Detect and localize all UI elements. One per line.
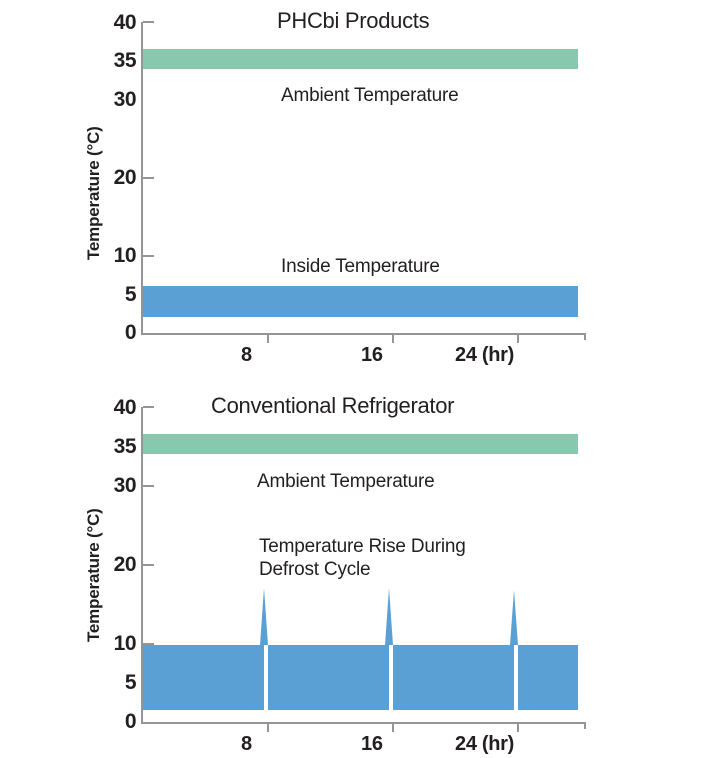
y-label-10-top: 10 <box>113 244 137 267</box>
x-tick-8-top <box>267 334 269 343</box>
y-tick-20-top <box>143 177 154 179</box>
y-label-40-top: 40 <box>113 11 137 34</box>
x-label-16-top: 16 <box>361 344 383 366</box>
defrost-gap-24hr <box>514 645 518 710</box>
chart-title-bottom: Conventional Refrigerator <box>211 393 455 418</box>
x-label-24hr-bottom: 24 (hr) <box>455 733 515 755</box>
y-tick-20-bottom <box>143 564 154 566</box>
x-label-24hr-top: 24 (hr) <box>455 344 515 366</box>
x-axis-line-bottom <box>141 722 586 724</box>
x-tick-8-bottom <box>267 723 269 732</box>
x-tick-end-bottom <box>584 723 586 729</box>
x-tick-16-top <box>392 334 394 343</box>
y-label-0-top: 0 <box>124 321 137 344</box>
annotation-ambient-top: Ambient Temperature <box>281 85 459 106</box>
y-label-20-top: 20 <box>113 166 137 189</box>
y-tick-10-bottom <box>143 643 154 645</box>
defrost-gap-8hr <box>264 645 268 710</box>
x-axis-line-top <box>141 333 586 335</box>
ambient-temperature-band-top <box>143 49 578 69</box>
inside-temperature-band-bottom <box>143 645 578 710</box>
y-label-35-bottom: 35 <box>113 435 137 458</box>
y-tick-10-top <box>143 255 154 257</box>
x-tick-24-bottom <box>517 723 519 732</box>
x-tick-16-bottom <box>392 723 394 732</box>
y-label-0-bottom: 0 <box>124 710 137 733</box>
y-label-5-top: 5 <box>124 283 137 306</box>
y-label-20-bottom: 20 <box>113 553 137 576</box>
defrost-gap-16hr <box>389 645 393 710</box>
y-tick-30-bottom <box>143 485 154 487</box>
inside-temperature-band-top <box>143 286 578 317</box>
x-label-16-bottom: 16 <box>361 733 383 755</box>
y-label-30-top: 30 <box>113 88 137 111</box>
y-label-40-bottom: 40 <box>113 396 137 419</box>
x-tick-end-top <box>584 334 586 340</box>
x-label-8-top: 8 <box>241 344 252 366</box>
y-tick-40-top <box>143 21 154 23</box>
y-axis-line-top <box>141 22 143 334</box>
annotation-ambient-bottom: Ambient Temperature <box>257 471 435 492</box>
y-axis-line-bottom <box>141 407 143 723</box>
annotation-defrost-line2: Defrost Cycle <box>259 559 371 580</box>
y-tick-labels-top: 40 35 30 20 10 5 0 <box>96 0 137 380</box>
y-tick-labels-bottom: 40 35 30 20 10 5 0 <box>96 380 137 758</box>
y-tick-40-bottom <box>143 406 154 408</box>
defrost-spikes-layer <box>143 585 578 722</box>
chart-phcbi-products: PHCbi Products Temperature (°C) 40 35 30… <box>84 0 586 380</box>
ambient-temperature-band-bottom <box>143 434 578 454</box>
chart-conventional-refrigerator: Conventional Refrigerator Temperature (°… <box>0 380 726 758</box>
annotation-inside-top: Inside Temperature <box>281 256 440 277</box>
y-label-30-bottom: 30 <box>113 474 137 497</box>
chart-title-top: PHCbi Products <box>277 8 430 33</box>
x-label-8-bottom: 8 <box>241 733 252 755</box>
y-label-35-top: 35 <box>113 49 137 72</box>
x-tick-24-top <box>517 334 519 343</box>
y-label-5-bottom: 5 <box>124 671 137 694</box>
y-label-10-bottom: 10 <box>113 632 137 655</box>
annotation-defrost-line1: Temperature Rise During <box>259 536 466 557</box>
